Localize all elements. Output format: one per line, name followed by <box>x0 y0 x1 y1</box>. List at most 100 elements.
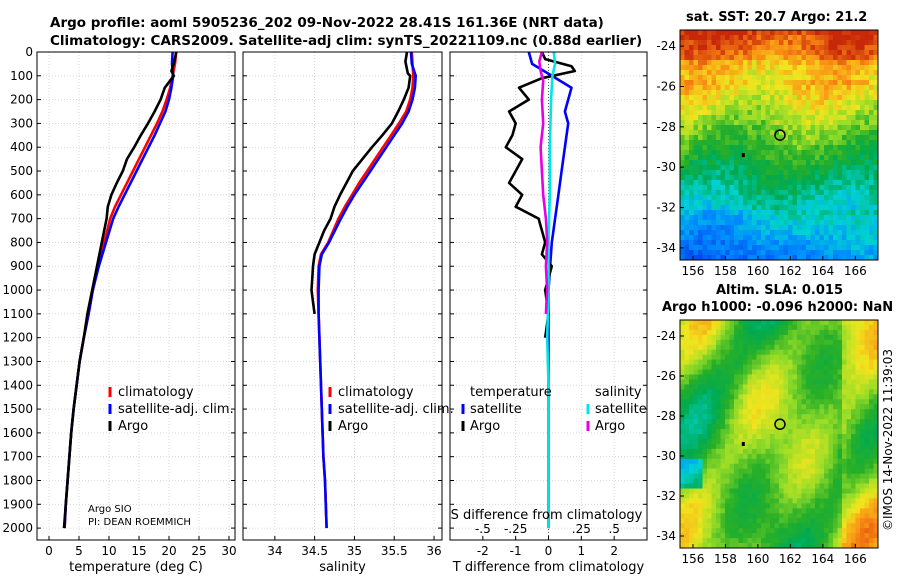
map-cell <box>702 523 708 529</box>
map-cell <box>864 498 870 504</box>
map-cell <box>810 220 816 226</box>
map-cell <box>689 245 694 251</box>
map-cell <box>680 414 685 420</box>
map-cell <box>702 453 708 460</box>
legend-label: climatology <box>338 385 414 400</box>
map-cell <box>765 409 771 415</box>
map-cell <box>864 150 870 156</box>
map-cell <box>698 135 703 141</box>
map-cell <box>684 140 690 146</box>
map-cell <box>711 478 717 484</box>
map-cell <box>833 473 838 480</box>
map-cell <box>698 533 703 539</box>
map-cell <box>779 389 784 395</box>
map-cell <box>711 130 717 136</box>
map-cell <box>747 508 753 514</box>
map-cell <box>837 100 843 106</box>
map-cell <box>783 443 789 450</box>
map-cell <box>788 429 793 435</box>
map-cell <box>747 85 753 91</box>
map-cell <box>842 60 847 66</box>
map-cell <box>770 35 775 41</box>
map-cell <box>837 414 843 420</box>
map-cell <box>729 508 735 514</box>
map-cell <box>864 374 870 380</box>
map-cell <box>747 115 753 121</box>
map-cell <box>761 200 766 206</box>
map-cell <box>815 190 820 196</box>
map-cell <box>846 230 852 236</box>
map-cell <box>761 95 766 101</box>
map-cell <box>707 349 712 356</box>
map-cell <box>783 45 789 51</box>
map-cell <box>797 394 802 400</box>
map-cell <box>851 458 856 465</box>
map-cell <box>810 374 816 380</box>
map-cell <box>792 419 798 425</box>
map-cell <box>743 488 748 494</box>
map-cell <box>819 160 825 166</box>
map-cell <box>756 448 762 455</box>
map-cell <box>765 165 771 171</box>
map-cell <box>716 379 721 385</box>
map-cell <box>743 498 748 504</box>
map-cell <box>752 329 757 336</box>
map-cell <box>711 453 717 460</box>
panel-temperature: 0100200300400500600700800900100011001200… <box>2 45 236 575</box>
map-cell <box>761 503 766 509</box>
map-cell <box>810 230 816 236</box>
map-cell <box>797 180 802 186</box>
map-cell <box>837 399 843 405</box>
map-cell <box>729 225 735 231</box>
map-cell <box>716 100 721 106</box>
map-cell <box>801 90 807 96</box>
map-cell <box>851 438 856 445</box>
map-cell <box>756 80 762 86</box>
map-cell <box>819 135 825 141</box>
map-cell <box>752 200 757 206</box>
map-cell <box>815 434 820 440</box>
map-cell <box>680 349 685 356</box>
map-cell <box>765 200 771 206</box>
map-cell <box>801 220 807 226</box>
map-cell <box>846 150 852 156</box>
map-cell <box>729 528 735 534</box>
map-cell <box>738 483 744 489</box>
map-cell <box>765 389 771 395</box>
map-cell <box>725 240 730 246</box>
map-cell <box>819 374 825 380</box>
map-cell <box>833 329 838 336</box>
map-cell <box>729 364 735 370</box>
map-cell <box>747 90 753 96</box>
map-cell <box>702 80 708 86</box>
map-cell <box>837 230 843 236</box>
map-cell <box>707 329 712 336</box>
map-cell <box>702 90 708 96</box>
map-cell <box>815 419 820 425</box>
map-cell <box>806 359 811 366</box>
map-cell <box>828 105 834 111</box>
map-cell <box>842 483 847 489</box>
map-cell <box>756 493 762 499</box>
map-cell <box>770 205 775 211</box>
map-cell <box>707 30 712 36</box>
map-cell <box>824 374 829 380</box>
map-cell <box>743 250 748 256</box>
map-cell <box>851 448 856 455</box>
map-cell <box>747 394 753 400</box>
map-cell <box>698 463 703 470</box>
map-cell <box>747 493 753 499</box>
map-cell <box>833 538 838 544</box>
map-cell <box>765 90 771 96</box>
map-cell <box>711 90 717 96</box>
map-cell <box>689 354 694 361</box>
map-cell <box>774 160 780 166</box>
map-cell <box>756 250 762 256</box>
map-cell <box>765 424 771 430</box>
map-cell <box>855 245 861 251</box>
map-cell <box>693 513 699 519</box>
map-cell <box>725 414 730 420</box>
map-cell <box>869 85 874 91</box>
map-cell <box>810 414 816 420</box>
map-cell <box>747 180 753 186</box>
